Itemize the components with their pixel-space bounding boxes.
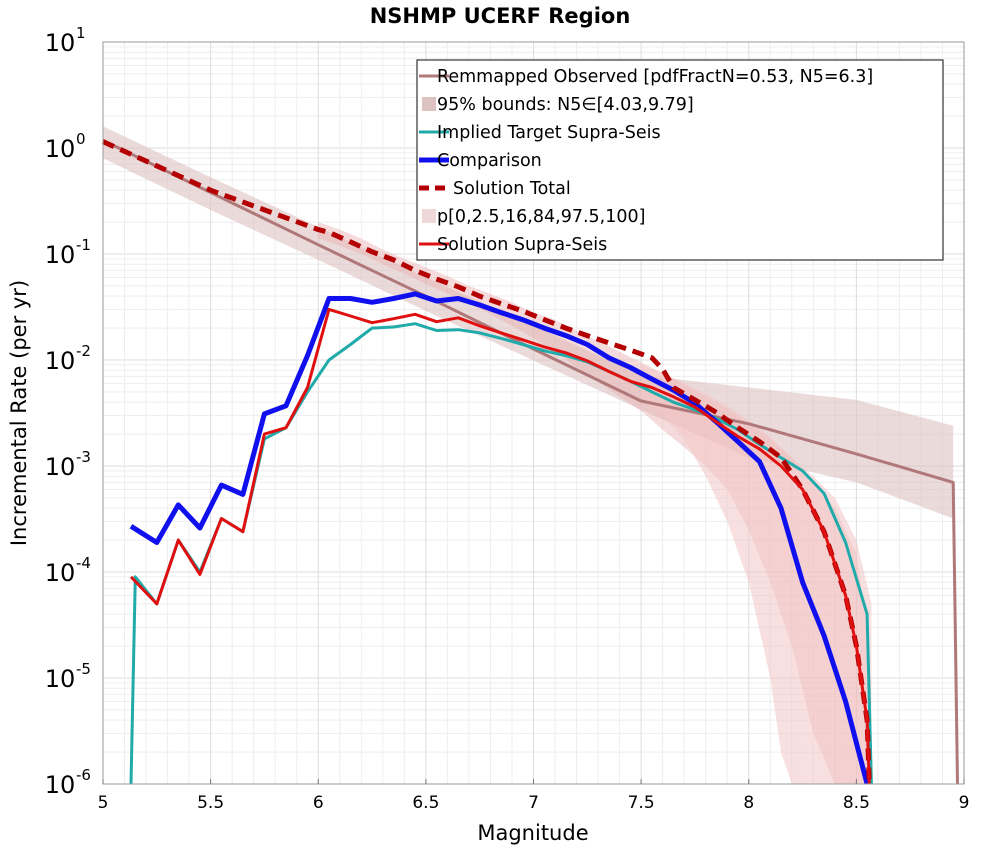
legend-label: Remmapped Observed [pdfFractN=0.53, N5=6…	[437, 67, 873, 87]
y-tick-label: 10	[45, 135, 76, 163]
chart-title: NSHMP UCERF Region	[370, 4, 631, 28]
y-tick-label: 10	[45, 665, 76, 693]
y-tick-label: 10	[45, 29, 76, 57]
legend-swatch	[422, 209, 436, 223]
x-tick-label: 8	[743, 793, 754, 813]
series-line	[129, 307, 871, 785]
legend-label: Solution Supra-Seis	[437, 235, 607, 255]
legend-swatch	[422, 97, 436, 111]
y-tick-exponent: -4	[76, 554, 91, 572]
series-line	[129, 291, 870, 785]
x-tick-label: 6.5	[412, 793, 439, 813]
confidence-band	[641, 364, 872, 784]
x-tick-label: 9	[959, 793, 970, 813]
band-layer	[103, 126, 954, 785]
y-tick-exponent: 0	[76, 130, 86, 148]
x-tick-label: 8.5	[843, 793, 870, 813]
legend-label: p[0,2.5,16,84,97.5,100]	[437, 207, 645, 227]
legend: Remmapped Observed [pdfFractN=0.53, N5=6…	[416, 59, 944, 261]
tick-layer: 5 5.5 6 6.5 7 7.5 8 8.5 910 110 010 -110 -210 -310 -41…	[45, 24, 970, 813]
y-tick-exponent: -2	[76, 342, 91, 360]
y-tick-label: 10	[45, 771, 76, 799]
y-tick-label: 10	[45, 453, 76, 481]
y-tick-label: 10	[45, 559, 76, 587]
y-tick-label: 10	[45, 347, 76, 375]
y-tick-exponent: -5	[76, 660, 91, 678]
x-axis-label: Magnitude	[477, 821, 588, 845]
y-tick-exponent: -1	[76, 236, 91, 254]
legend-label: Solution Total	[453, 179, 571, 199]
y-tick-label: 10	[45, 241, 76, 269]
x-tick-label: 7.5	[628, 793, 655, 813]
x-tick-label: 5.5	[197, 793, 224, 813]
legend-label: Implied Target Supra-Seis	[437, 123, 661, 143]
x-tick-label: 6	[313, 793, 324, 813]
legend-box	[416, 59, 944, 261]
x-tick-label: 7	[528, 793, 539, 813]
x-tick-label: 5	[98, 793, 109, 813]
y-axis-label: Incremental Rate (per yr)	[7, 280, 31, 546]
y-tick-exponent: -6	[76, 766, 91, 784]
legend-label: 95% bounds: N5∈[4.03,9.79]	[437, 95, 694, 115]
y-tick-exponent: 1	[76, 24, 86, 42]
y-tick-exponent: -3	[76, 448, 91, 466]
legend-label: Comparison	[437, 151, 542, 171]
series-layer	[101, 139, 959, 785]
series-line	[102, 139, 959, 785]
